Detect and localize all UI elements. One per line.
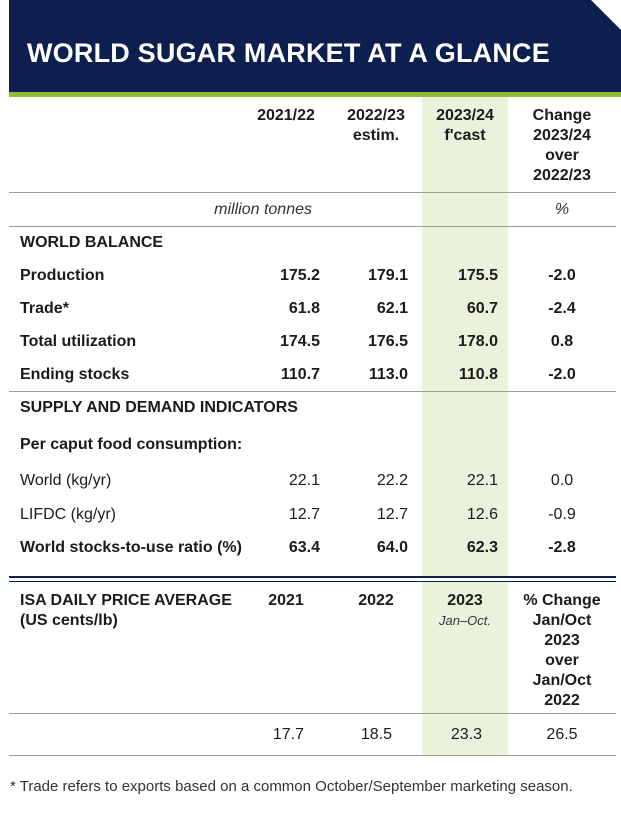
header-change: Change 2023/24 over 2022/23 (532, 107, 592, 184)
divider (9, 192, 616, 193)
row-label-ending-stocks: Ending stocks (20, 366, 130, 383)
header-2021: 2021 (268, 592, 304, 609)
value-cell: -2.0 (548, 267, 576, 284)
divider (9, 226, 616, 227)
value-cell: 22.1 (466, 472, 498, 489)
value-cell: 22.2 (376, 472, 408, 489)
header-percent-change: % Change Jan/Oct 2023 over Jan/Oct 2022 (523, 592, 601, 709)
value-cell: 175.5 (457, 267, 498, 284)
value-cell: 61.8 (288, 300, 320, 317)
value-cell: 60.7 (466, 300, 498, 317)
value-cell: 179.1 (367, 267, 408, 284)
value-cell: -0.9 (548, 506, 576, 523)
value-cell: 176.5 (367, 333, 408, 350)
row-label-production: Production (20, 267, 105, 284)
header-2021-22: 2021/22 (257, 107, 315, 124)
unit-million-tonnes: million tonnes (214, 201, 312, 218)
value-cell: 26.5 (546, 726, 578, 743)
subsection-per-caput: Per caput food consumption: (20, 436, 243, 453)
value-cell: -2.0 (548, 366, 576, 383)
value-cell: -2.8 (548, 539, 576, 556)
header-2023-sub: Jan–Oct. (438, 613, 492, 628)
value-cell: 12.6 (466, 506, 498, 523)
price-table-label: ISA DAILY PRICE AVERAGE (US cents/lb) (20, 592, 232, 629)
price-2023-column-highlight (422, 581, 508, 755)
value-cell: -2.4 (548, 300, 576, 317)
row-label-stocks-to-use: World stocks-to-use ratio (%) (20, 539, 242, 556)
section-world-balance: WORLD BALANCE (20, 234, 164, 251)
header-2023-24: 2023/24 f'cast (436, 107, 494, 144)
value-cell: 178.0 (457, 333, 498, 350)
title-banner (9, 0, 621, 92)
value-cell: 0.8 (550, 333, 574, 350)
value-cell: 113.0 (368, 366, 408, 383)
value-cell: 110.7 (280, 366, 320, 383)
row-label-world-kg: World (kg/yr) (20, 472, 112, 489)
value-cell: 63.4 (288, 539, 320, 556)
value-cell: 64.0 (376, 539, 408, 556)
section-divider (9, 576, 616, 578)
value-cell: 175.2 (279, 267, 320, 284)
row-label-lifdc-kg: LIFDC (kg/yr) (20, 506, 116, 523)
footnote: * Trade refers to exports based on a com… (10, 778, 573, 795)
forecast-column-highlight (422, 97, 508, 577)
divider (9, 713, 616, 714)
unit-percent: % (554, 201, 570, 218)
value-cell: 62.1 (376, 300, 408, 317)
value-cell: 17.7 (272, 726, 304, 743)
value-cell: 23.3 (450, 726, 482, 743)
value-cell: 110.8 (458, 366, 498, 383)
value-cell: 18.5 (360, 726, 392, 743)
value-cell: 174.5 (279, 333, 320, 350)
value-cell: 22.1 (288, 472, 320, 489)
divider (9, 755, 616, 756)
section-divider (9, 581, 616, 582)
divider (9, 391, 616, 392)
section-supply-demand: SUPPLY AND DEMAND INDICATORS (20, 399, 298, 416)
value-cell: 12.7 (376, 506, 408, 523)
page-title: WORLD SUGAR MARKET AT A GLANCE (27, 38, 550, 68)
header-2022-23: 2022/23 estim. (347, 107, 405, 144)
value-cell: 12.7 (288, 506, 320, 523)
value-cell: 0.0 (550, 472, 574, 489)
header-2022: 2022 (358, 592, 394, 609)
green-accent-rule (9, 92, 621, 97)
row-label-trade: Trade* (20, 300, 69, 317)
header-2023: 2023 (447, 592, 483, 609)
value-cell: 62.3 (466, 539, 498, 556)
row-label-total-utilization: Total utilization (20, 333, 137, 350)
